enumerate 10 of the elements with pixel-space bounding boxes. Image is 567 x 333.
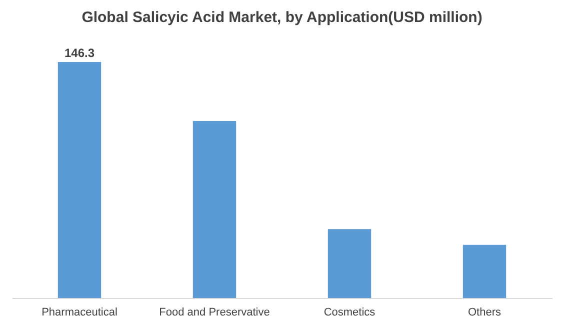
bar: [192, 121, 236, 298]
x-tick-label: Others: [468, 306, 502, 318]
bar: [328, 229, 372, 298]
bar: [58, 62, 102, 298]
data-label: 146.3: [64, 46, 95, 60]
x-tick-label: Cosmetics: [324, 306, 376, 318]
x-tick-label: Pharmaceutical: [42, 306, 118, 318]
chart-title: Global Salicyic Acid Market, by Application(USD million): [82, 9, 482, 26]
bar: [462, 244, 506, 298]
x-tick-label: Food and Preservative: [159, 306, 270, 318]
